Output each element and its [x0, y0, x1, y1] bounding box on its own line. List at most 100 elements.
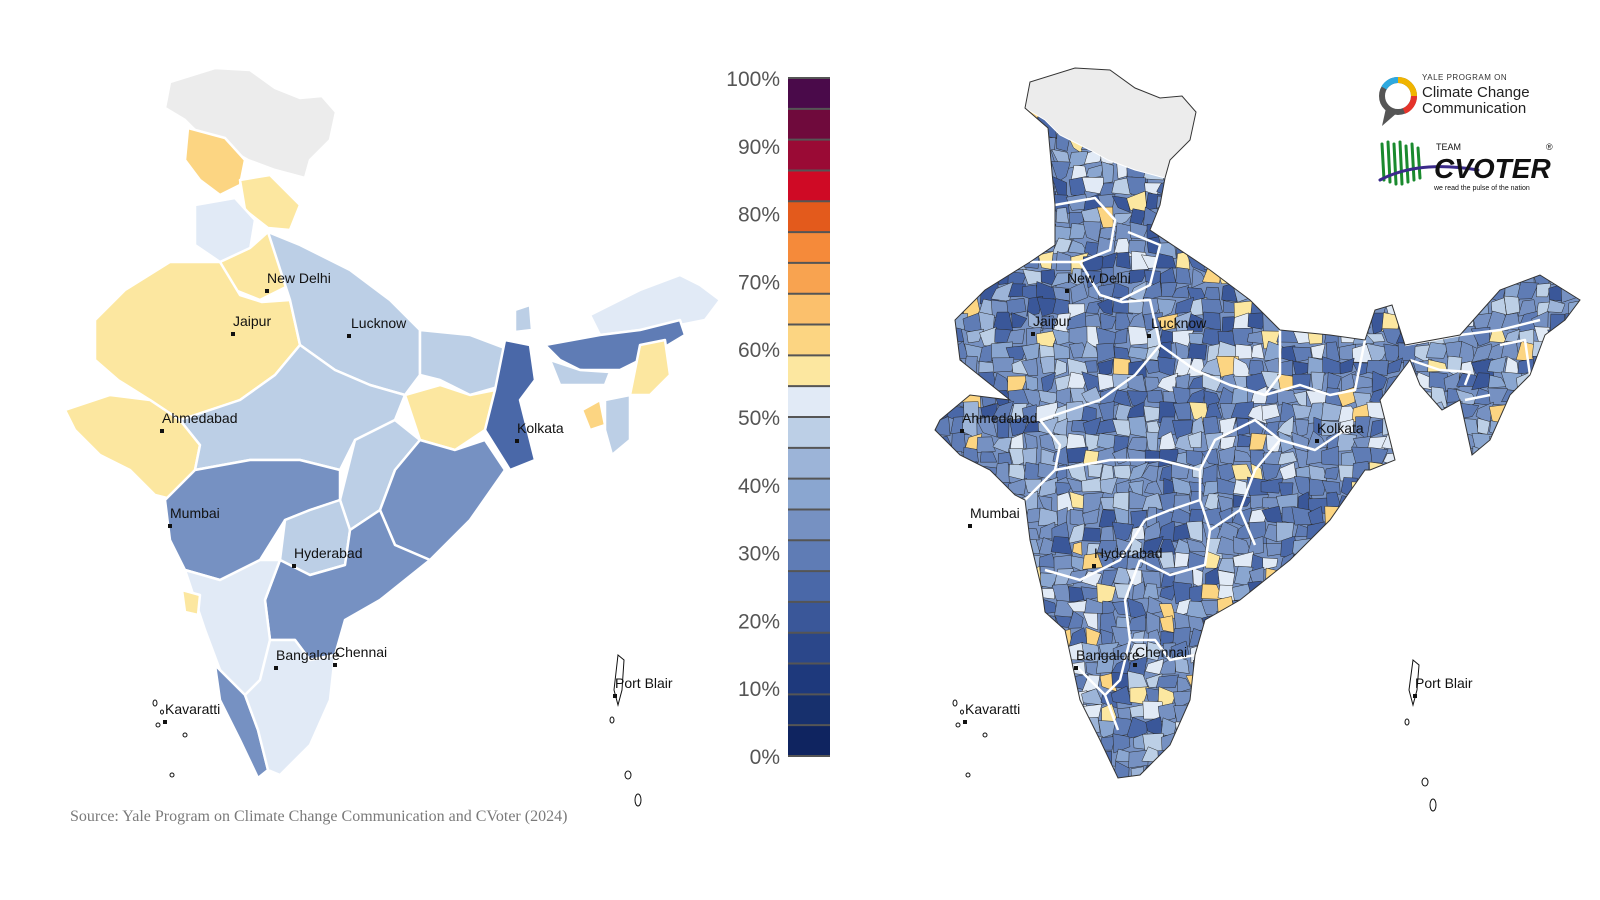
district-cell	[1594, 717, 1600, 733]
district-cell	[1276, 761, 1298, 778]
district-cell	[1232, 93, 1253, 108]
district-cell	[1341, 506, 1358, 526]
district-cell	[1547, 627, 1569, 643]
district-cell	[935, 569, 940, 587]
district-cell	[935, 704, 954, 723]
district-cell	[1561, 224, 1580, 244]
district-cell	[935, 210, 951, 224]
city-marker	[1031, 332, 1035, 336]
district-cell	[1501, 761, 1518, 778]
district-cell	[962, 254, 980, 271]
district-cell	[964, 461, 979, 479]
district-cell	[1113, 465, 1132, 480]
district-cell	[964, 85, 981, 108]
district-cell	[1248, 283, 1266, 301]
district-cell	[1277, 101, 1297, 122]
cvoter-registered: ®	[1546, 142, 1553, 152]
district-cell	[979, 552, 997, 570]
district-cell	[1429, 656, 1446, 676]
district-cell	[1516, 464, 1539, 484]
district-cell	[1355, 777, 1372, 778]
district-cell	[1564, 552, 1580, 568]
district-cell	[935, 764, 952, 778]
district-cell	[1380, 478, 1401, 497]
district-cell	[1021, 733, 1040, 752]
district-cell	[1277, 191, 1296, 211]
district-cell	[1116, 251, 1131, 270]
district-cell	[1038, 793, 1058, 811]
district-cell	[921, 781, 933, 798]
district-cell	[1295, 313, 1313, 329]
district-cell	[1006, 716, 1025, 739]
district-cell	[1023, 461, 1043, 483]
district-cell	[1491, 627, 1509, 649]
district-cell	[935, 521, 939, 543]
district-cell	[950, 357, 965, 380]
district-cell	[1414, 522, 1430, 543]
district-cell	[1506, 704, 1518, 725]
district-cell	[1442, 508, 1464, 527]
district-cell	[1367, 687, 1386, 706]
district-cell	[976, 465, 999, 483]
district-cell	[1336, 567, 1358, 585]
district-cell	[946, 177, 967, 197]
district-cell	[1082, 748, 1103, 766]
district-cell	[1291, 223, 1313, 240]
district-cell	[1502, 520, 1520, 543]
district-cell	[1415, 448, 1435, 469]
district-cell	[1189, 239, 1209, 256]
district-cell	[1382, 689, 1402, 709]
cvoter-stripes-icon	[1378, 140, 1480, 186]
district-cell	[1561, 328, 1580, 345]
district-cell	[976, 267, 997, 284]
district-cell	[1531, 223, 1553, 242]
district-cell	[1264, 763, 1284, 778]
district-cell	[1520, 538, 1538, 559]
district-cell	[949, 103, 969, 123]
district-cell	[1204, 402, 1223, 419]
district-cell	[1370, 254, 1390, 274]
district-cell	[992, 221, 1013, 241]
district-cell	[1007, 68, 1025, 75]
district-cell	[1037, 627, 1053, 648]
district-cell	[1414, 641, 1433, 662]
district-cell	[1250, 132, 1265, 153]
district-cell	[1306, 733, 1329, 748]
district-cell	[1356, 794, 1372, 811]
district-cell	[947, 68, 970, 76]
district-cell	[1546, 238, 1566, 259]
district-cell	[1577, 161, 1580, 182]
district-cell	[952, 568, 969, 590]
district-cell	[935, 119, 938, 136]
district-cell	[1261, 746, 1280, 763]
district-cell	[1367, 581, 1388, 602]
district-cell	[1174, 655, 1190, 674]
district-cell	[1579, 717, 1580, 735]
district-cell	[935, 522, 953, 540]
district-cell	[1279, 687, 1299, 704]
district-cell	[1035, 734, 1057, 754]
district-cell	[1551, 749, 1563, 766]
district-cell	[1267, 701, 1283, 724]
district-cell	[1040, 206, 1053, 229]
district-cell	[1236, 102, 1252, 124]
district-cell	[1428, 284, 1449, 302]
district-cell	[976, 148, 1000, 166]
district-cell	[1006, 641, 1029, 662]
district-cell	[995, 566, 1014, 589]
district-cell	[1186, 343, 1208, 362]
district-cell	[1350, 554, 1374, 573]
district-cell	[963, 355, 978, 377]
district-cell	[1533, 554, 1553, 574]
district-cell	[1026, 68, 1044, 79]
district-cell	[1006, 74, 1026, 89]
district-cell	[935, 719, 937, 733]
district-cell	[1515, 691, 1533, 710]
district-cell	[1592, 464, 1600, 478]
district-cell	[1326, 146, 1342, 165]
district-cell	[1365, 359, 1389, 377]
district-cell	[947, 132, 969, 149]
district-cell	[1445, 780, 1463, 795]
district-cell	[991, 585, 1013, 603]
district-cell	[1444, 434, 1464, 454]
